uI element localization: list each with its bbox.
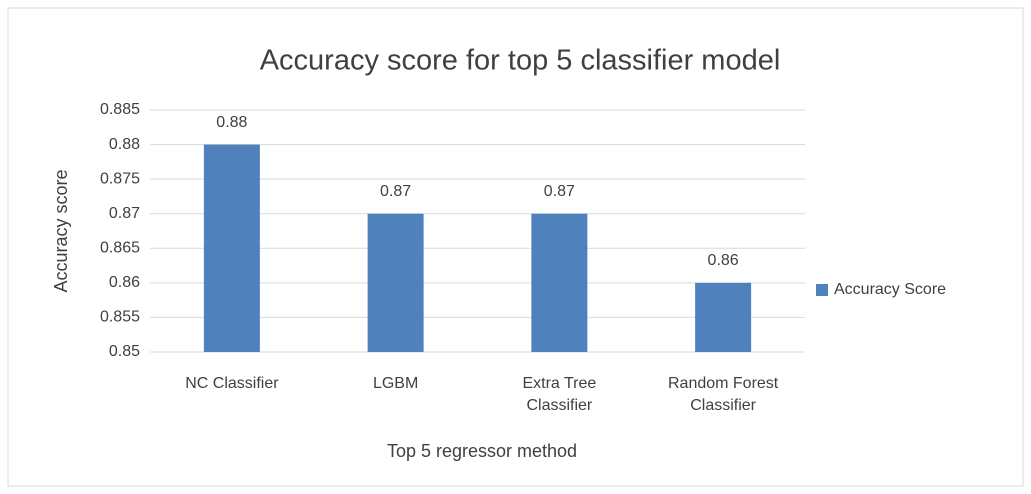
- x-tick-label: Extra Tree Classifier: [522, 375, 597, 414]
- bar: [695, 282, 752, 352]
- y-tick-label: 0.885: [100, 101, 140, 118]
- bar: [367, 213, 424, 352]
- data-label: 0.87: [380, 183, 411, 200]
- y-tick-label: 0.87: [109, 205, 140, 222]
- y-tick-label: 0.875: [100, 170, 140, 187]
- y-tick-label: 0.86: [109, 274, 140, 291]
- x-tick-label: LGBM: [372, 375, 419, 392]
- bar: [203, 144, 260, 352]
- y-tick-label: 0.85: [109, 343, 140, 360]
- y-tick-label: 0.855: [100, 309, 140, 326]
- legend-label: Accuracy Score: [834, 281, 946, 298]
- data-label: 0.86: [708, 252, 739, 269]
- bar: [531, 213, 588, 352]
- x-tick-label: NC Classifier: [185, 375, 279, 392]
- y-tick-label: 0.865: [100, 240, 140, 257]
- legend-swatch: [816, 284, 828, 296]
- y-tick-label: 0.88: [109, 136, 140, 153]
- chart-border: [7, 7, 1024, 487]
- x-tick-label: Random Forest Classifier: [667, 375, 779, 414]
- chart-title: Accuracy score for top 5 classifier mode…: [260, 45, 781, 77]
- x-axis-title: Top 5 regressor method: [387, 441, 577, 461]
- data-label: 0.88: [216, 114, 247, 131]
- y-axis-title: Accuracy score: [51, 169, 71, 292]
- data-label: 0.87: [544, 183, 575, 200]
